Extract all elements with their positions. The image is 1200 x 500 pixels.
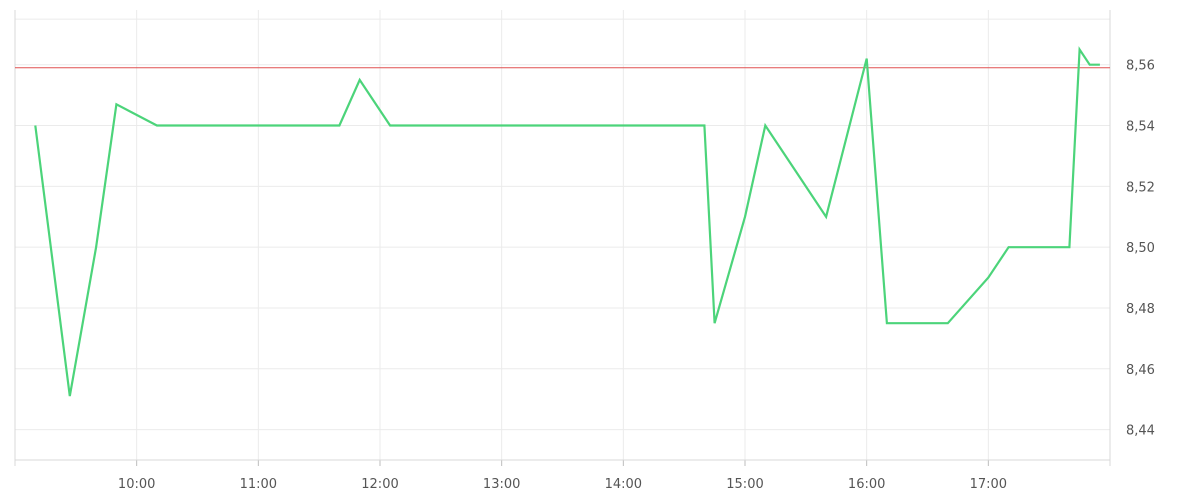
y-tick-label: 8,54: [1126, 120, 1155, 135]
x-tick-label: 10:00: [118, 477, 155, 492]
tick-labels: 8,44 8,46 8,48 8,50 8,52 8,54 8,56 10:00 11:00 12…: [118, 59, 1155, 492]
grid: [15, 10, 1110, 460]
y-tick-label: 8,44: [1126, 424, 1155, 439]
y-tick-label: 8,46: [1126, 363, 1155, 378]
y-tick-label: 8,56: [1126, 59, 1155, 74]
x-tick-label: 15:00: [726, 477, 763, 492]
y-tick-label: 8,50: [1126, 241, 1155, 256]
series: [34, 46, 1100, 397]
y-tick-label: 8,48: [1126, 302, 1155, 317]
axes: [14, 10, 1111, 466]
x-tick-label: 16:00: [848, 477, 885, 492]
x-tick-label: 14:00: [605, 477, 642, 492]
y-tick-label: 8,52: [1126, 180, 1155, 195]
x-tick-label: 12:00: [361, 477, 398, 492]
x-tick-label: 17:00: [970, 477, 1007, 492]
x-tick-label: 11:00: [240, 477, 277, 492]
x-tick-label: 13:00: [483, 477, 520, 492]
series-line-0: [34, 46, 1100, 397]
